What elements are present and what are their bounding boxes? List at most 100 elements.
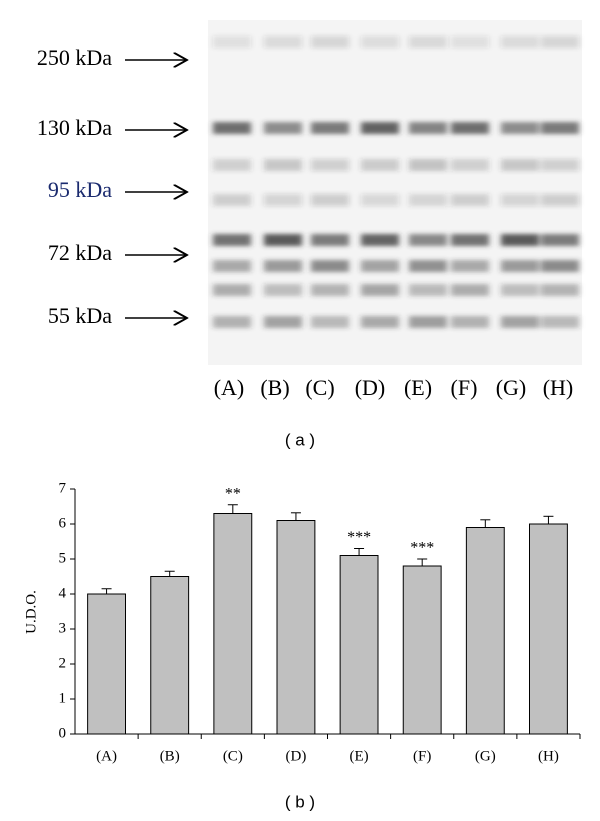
band: [213, 234, 251, 246]
y-tick-label: 2: [59, 655, 67, 671]
marker-label: 72 kDa: [48, 240, 112, 265]
band: [361, 159, 399, 171]
bar: [402, 565, 442, 735]
band: [409, 159, 447, 171]
band: [541, 122, 579, 134]
band: [451, 316, 489, 328]
band: [361, 122, 399, 134]
x-tick-label: (A): [96, 748, 117, 764]
band: [501, 159, 539, 171]
lane-label: (C): [305, 375, 334, 400]
band: [361, 234, 399, 246]
marker-label: 55 kDa: [48, 303, 112, 328]
caption: ( a ): [285, 430, 315, 449]
band: [541, 284, 579, 296]
bar: [529, 523, 568, 735]
significance-label: ***: [347, 529, 371, 546]
bar: [276, 520, 316, 735]
x-tick-label: (D): [286, 748, 307, 764]
band: [311, 234, 349, 246]
band: [501, 122, 539, 134]
band: [361, 194, 399, 206]
bar: [150, 576, 190, 735]
band: [541, 194, 579, 206]
band: [213, 194, 251, 206]
band: [409, 194, 447, 206]
band: [213, 159, 251, 171]
blot-bands: [213, 36, 579, 328]
band: [264, 316, 302, 328]
significance-label: **: [225, 485, 241, 502]
band: [361, 316, 399, 328]
lane-label: (B): [260, 375, 289, 400]
band: [264, 260, 302, 272]
y-tick-label: 7: [59, 480, 67, 496]
band: [501, 260, 539, 272]
band: [541, 234, 579, 246]
band: [451, 194, 489, 206]
band: [311, 194, 349, 206]
y-tick-label: 5: [59, 550, 67, 566]
lane-label: (F): [451, 375, 478, 400]
band: [541, 159, 579, 171]
band: [451, 234, 489, 246]
band: [311, 36, 349, 48]
lane-label: (D): [355, 375, 386, 400]
band: [213, 284, 251, 296]
lane-label: (G): [496, 375, 527, 400]
band: [311, 122, 349, 134]
band: [501, 194, 539, 206]
band: [451, 36, 489, 48]
band: [501, 284, 539, 296]
band: [409, 260, 447, 272]
band: [311, 316, 349, 328]
significance-label: ***: [410, 540, 434, 557]
band: [451, 260, 489, 272]
band: [311, 260, 349, 272]
band: [409, 36, 447, 48]
band: [213, 316, 251, 328]
band: [213, 260, 251, 272]
band: [264, 194, 302, 206]
band: [451, 122, 489, 134]
x-tick-label: (G): [475, 748, 496, 764]
marker-label: 130 kDa: [37, 115, 112, 140]
band: [361, 36, 399, 48]
x-tick-label: (C): [223, 748, 243, 764]
blot-image: [208, 20, 582, 365]
band: [264, 284, 302, 296]
band: [264, 234, 302, 246]
y-tick-label: 6: [59, 515, 67, 531]
y-tick-label: 0: [59, 725, 67, 741]
x-tick-label: (B): [160, 748, 180, 764]
bar: [465, 527, 505, 735]
bar: [213, 513, 253, 735]
x-tick-label: (H): [538, 748, 559, 764]
band: [361, 260, 399, 272]
marker-label: 250 kDa: [37, 45, 112, 70]
band: [501, 36, 539, 48]
band: [541, 260, 579, 272]
y-tick-label: 3: [59, 620, 67, 636]
y-tick-label: 4: [59, 585, 67, 601]
band: [541, 316, 579, 328]
x-tick-label: (E): [349, 748, 368, 764]
band: [213, 122, 251, 134]
band: [501, 316, 539, 328]
band: [264, 159, 302, 171]
band: [311, 284, 349, 296]
bar: [87, 593, 126, 735]
x-tick-label: (F): [413, 748, 431, 764]
band: [311, 159, 349, 171]
band: [451, 284, 489, 296]
band: [409, 122, 447, 134]
band: [264, 122, 302, 134]
bar: [339, 555, 379, 735]
band: [409, 316, 447, 328]
band: [361, 284, 399, 296]
y-tick-label: 1: [59, 690, 67, 706]
caption: ( b ): [285, 792, 315, 811]
band: [409, 284, 447, 296]
band: [213, 36, 251, 48]
y-axis-label: U.D.O.: [23, 590, 39, 634]
